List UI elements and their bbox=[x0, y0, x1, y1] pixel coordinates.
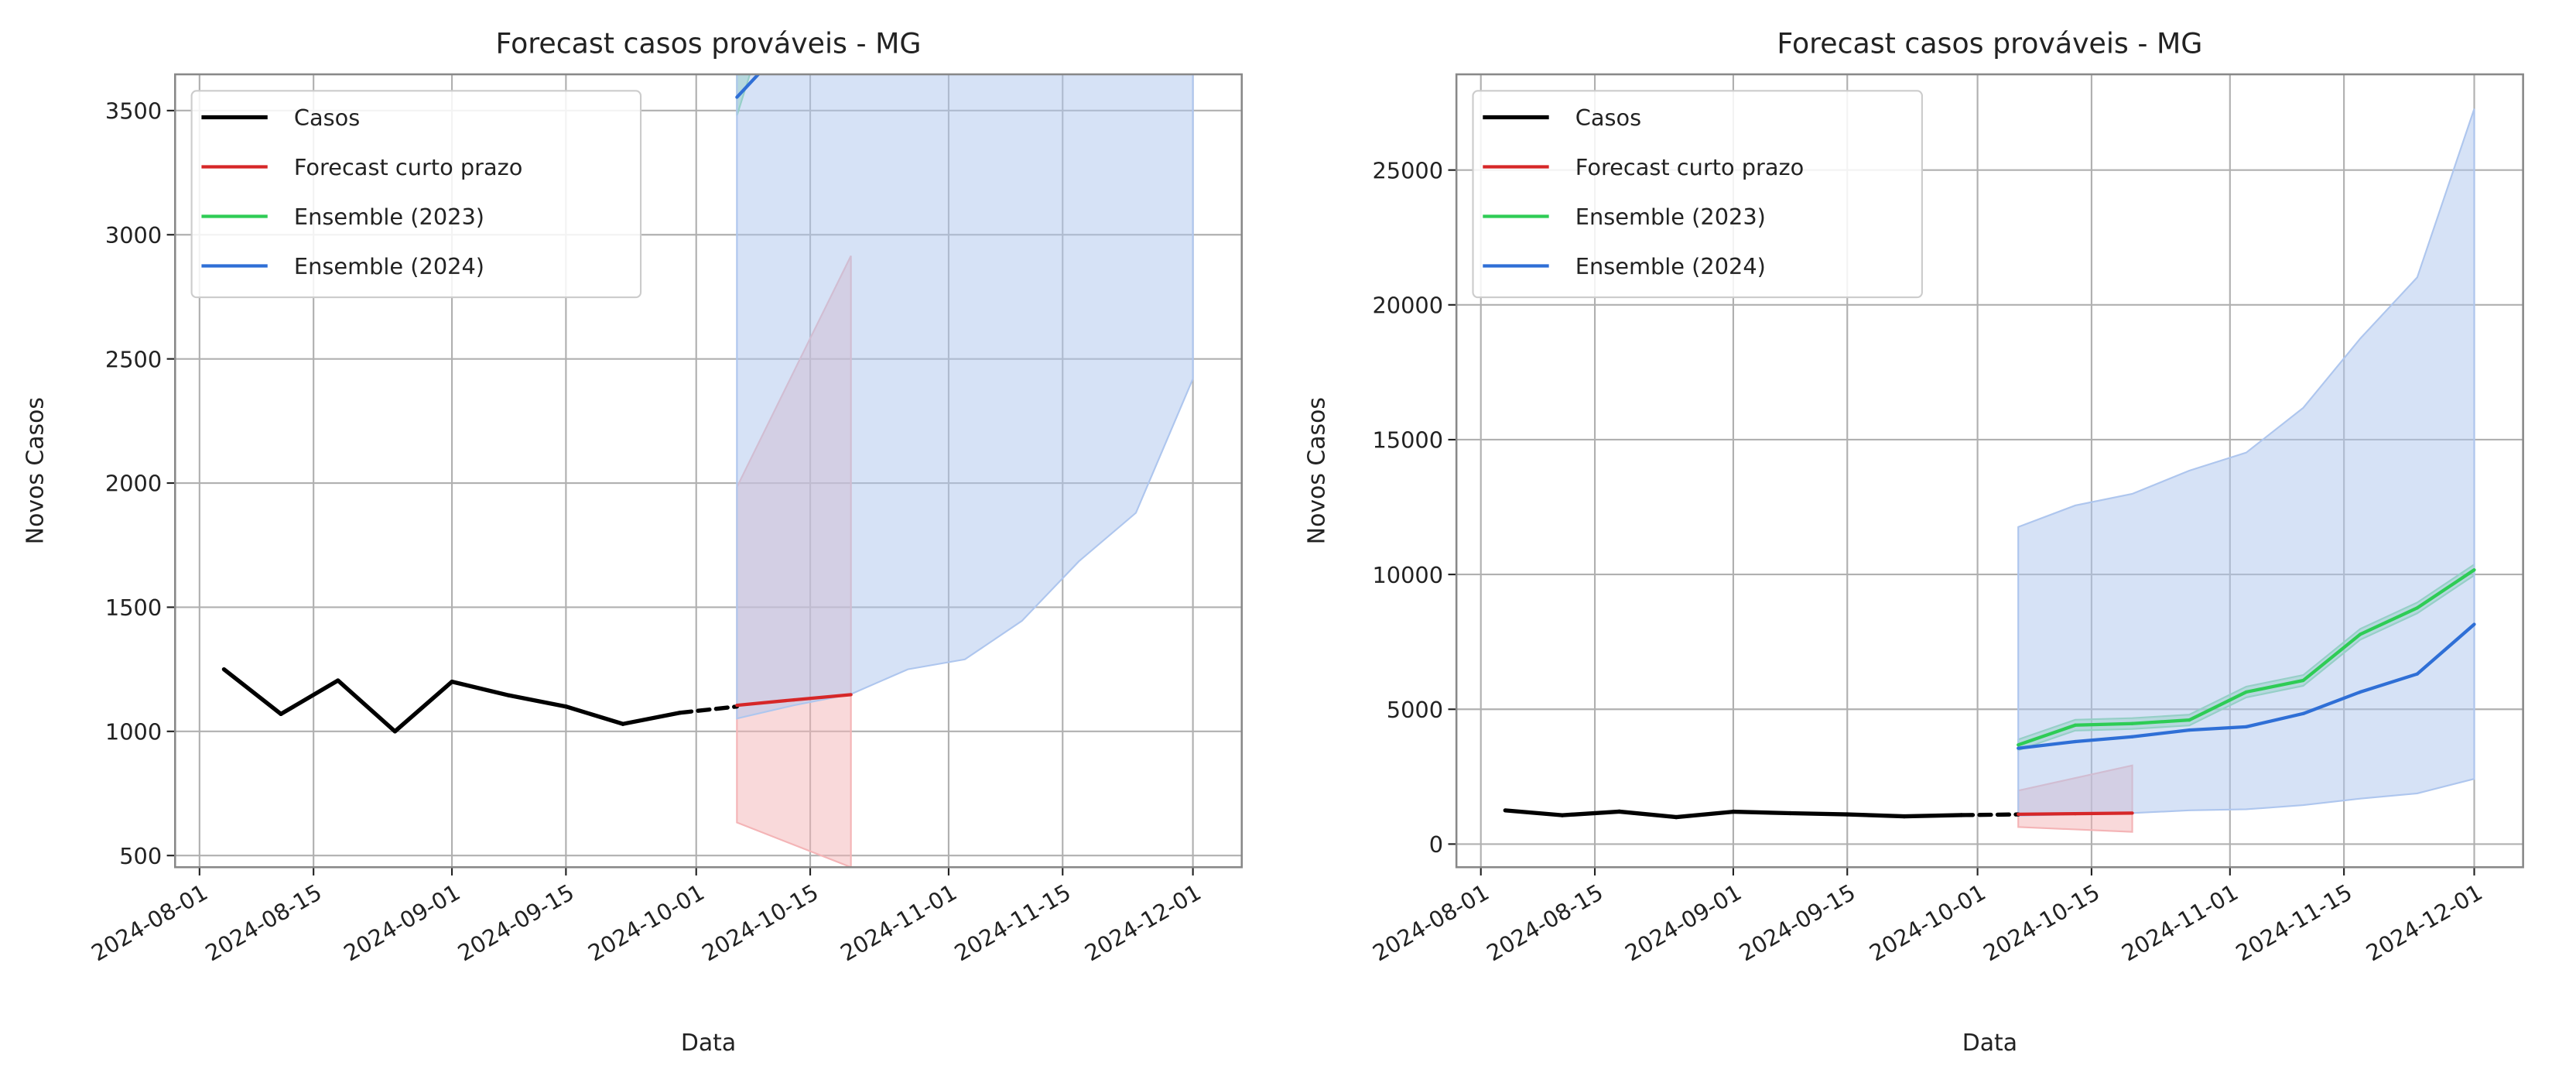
line-segment bbox=[2017, 723, 2078, 747]
line-segment bbox=[1902, 813, 1964, 819]
line-segment bbox=[735, 697, 796, 708]
plot-area bbox=[1503, 108, 2476, 833]
x-tick-label: 2024-10-15 bbox=[1979, 879, 2104, 966]
line-segment bbox=[2359, 672, 2419, 694]
line-segment bbox=[221, 667, 283, 717]
y-tick-label: 0 bbox=[1429, 831, 1443, 858]
x-tick-label: 2024-11-01 bbox=[836, 879, 961, 966]
x-tick-label: 2024-12-01 bbox=[1080, 879, 1206, 966]
y-tick-label: 5000 bbox=[1387, 697, 1443, 723]
confidence-band bbox=[736, 74, 1194, 720]
line-segment bbox=[2244, 678, 2305, 694]
legend-label: Forecast curto prazo bbox=[1575, 154, 1804, 180]
y-tick-label: 3000 bbox=[105, 222, 162, 248]
line-segment bbox=[2017, 739, 2078, 750]
x-tick-label: 2024-08-01 bbox=[1368, 879, 1493, 966]
y-axis-label: Novos Casos bbox=[1303, 397, 1330, 544]
line-segment bbox=[1731, 809, 1793, 816]
y-tick-label: 1000 bbox=[105, 718, 162, 745]
line-segment bbox=[2073, 811, 2134, 816]
x-tick-label: 2024-08-15 bbox=[1482, 879, 1607, 966]
plot-frame bbox=[173, 73, 1244, 869]
x-tick-label: 2024-11-01 bbox=[2117, 879, 2242, 966]
x-tick-label: 2024-09-15 bbox=[1735, 879, 1860, 966]
y-tick-label: 20000 bbox=[1372, 292, 1443, 318]
x-tick-label: 2024-10-01 bbox=[583, 879, 709, 966]
x-tick-label: 2024-10-01 bbox=[1865, 879, 1990, 966]
y-tick-label: 15000 bbox=[1372, 427, 1443, 454]
legend-label: Casos bbox=[1575, 105, 1641, 131]
line-segment bbox=[2301, 632, 2362, 683]
y-tick-label: 10000 bbox=[1372, 562, 1443, 588]
x-tick-label: 2024-09-01 bbox=[339, 879, 464, 966]
line-segment bbox=[678, 704, 740, 715]
legend-label: Casos bbox=[294, 105, 360, 131]
chart-title: Forecast casos prováveis - MG bbox=[1777, 26, 2202, 60]
x-tick-label: 2024-10-15 bbox=[697, 879, 823, 966]
y-axis-label: Novos Casos bbox=[22, 397, 50, 544]
y-tick-label: 3500 bbox=[105, 98, 162, 125]
line-segment bbox=[2188, 725, 2248, 732]
line-segment bbox=[450, 679, 511, 697]
y-tick-label: 2500 bbox=[105, 346, 162, 372]
line-segment bbox=[2415, 622, 2476, 676]
x-axis-label: Data bbox=[1962, 1030, 2017, 1057]
subplot: 5001000150020002500300035002024-08-01202… bbox=[22, 26, 1244, 1057]
line-segment bbox=[2244, 711, 2305, 729]
line-segment bbox=[1560, 809, 1622, 817]
line-segment bbox=[735, 74, 761, 99]
x-tick-label: 2024-11-15 bbox=[2231, 879, 2356, 966]
legend: Casos Forecast curto prazo Ensemble (2023)… bbox=[190, 90, 642, 299]
y-tick-label: 2000 bbox=[105, 471, 162, 497]
subplot: 05000100001500020000250002024-08-012024-… bbox=[1303, 26, 2524, 1057]
legend-label: Ensemble (2024) bbox=[1575, 253, 1766, 279]
line-segment bbox=[336, 678, 398, 734]
x-tick-label: 2024-09-15 bbox=[453, 879, 579, 966]
plot-frame bbox=[1455, 73, 2524, 869]
line-segment bbox=[1616, 809, 1678, 820]
legend-label: Ensemble (2024) bbox=[294, 253, 484, 279]
line-segment bbox=[279, 678, 340, 717]
line-segment bbox=[1787, 810, 1849, 817]
legend-label: Ensemble (2023) bbox=[1575, 204, 1766, 230]
x-axis-label: Data bbox=[681, 1030, 736, 1057]
legend-box bbox=[1472, 90, 1923, 299]
x-tick-label: 2024-08-15 bbox=[201, 879, 327, 966]
line-segment bbox=[2130, 718, 2191, 725]
line-segment bbox=[1845, 812, 1907, 819]
legend: Casos Forecast curto prazo Ensemble (2023)… bbox=[1472, 90, 1923, 299]
x-tick-label: 2024-08-01 bbox=[87, 879, 212, 966]
confidence-band bbox=[2017, 108, 2475, 817]
legend-label: Forecast curto prazo bbox=[294, 154, 522, 180]
line-segment bbox=[2073, 721, 2134, 727]
line-segment bbox=[507, 693, 569, 709]
line-segment bbox=[1503, 808, 1565, 817]
line-segment bbox=[2188, 690, 2248, 722]
line-segment bbox=[792, 693, 853, 702]
line-segment bbox=[2130, 728, 2191, 738]
line-segment bbox=[2359, 606, 2419, 636]
line-segment bbox=[1959, 812, 2020, 817]
legend-box bbox=[190, 90, 642, 299]
line-segment bbox=[2073, 735, 2134, 744]
x-tick-label: 2024-11-15 bbox=[950, 879, 1076, 966]
y-tick-label: 1500 bbox=[105, 595, 162, 621]
line-segment bbox=[563, 704, 625, 726]
line-segment bbox=[621, 711, 682, 726]
line-segment bbox=[1674, 809, 1736, 820]
y-tick-label: 25000 bbox=[1372, 157, 1443, 183]
chart-title: Forecast casos prováveis - MG bbox=[496, 26, 922, 60]
plot-area bbox=[221, 74, 1194, 868]
x-tick-label: 2024-12-01 bbox=[2362, 879, 2487, 966]
line-segment bbox=[2301, 690, 2362, 715]
legend-label: Ensemble (2023) bbox=[294, 204, 484, 230]
x-tick-label: 2024-09-01 bbox=[1620, 879, 1746, 966]
line-segment bbox=[2415, 568, 2476, 610]
line-segment bbox=[392, 679, 454, 734]
y-tick-label: 500 bbox=[119, 843, 162, 869]
